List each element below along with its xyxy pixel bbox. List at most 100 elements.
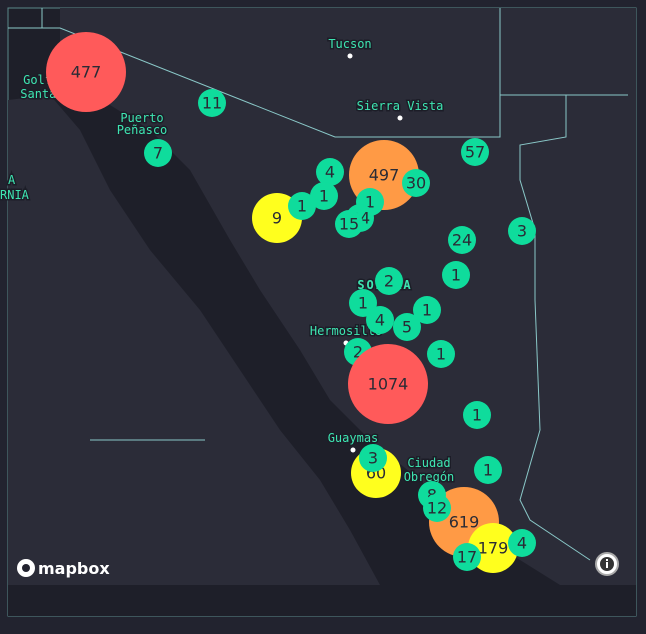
land [60, 8, 636, 585]
cluster-circle [474, 456, 502, 484]
cluster-count: 9 [272, 209, 282, 228]
cluster-count: 1 [358, 294, 368, 313]
cluster[interactable]: 1 [310, 182, 338, 210]
cluster[interactable]: 11 [198, 89, 226, 117]
cluster[interactable]: 4 [366, 306, 394, 334]
cluster-count: 1 [451, 266, 461, 285]
cluster-circle [508, 529, 536, 557]
cluster-count: 619 [449, 513, 480, 532]
logo-text: mapbox [38, 559, 110, 578]
place-dot [350, 447, 356, 453]
cluster-circle [423, 494, 451, 522]
cluster[interactable]: 1 [442, 261, 470, 289]
cluster[interactable]: 17 [453, 543, 481, 571]
cluster[interactable]: 2 [375, 267, 403, 295]
cluster[interactable]: 30 [402, 169, 430, 197]
cluster-circle [359, 444, 387, 472]
cluster[interactable]: 57 [461, 138, 489, 166]
place-label: Sierra Vista [357, 99, 444, 113]
place-label: Puerto [120, 111, 163, 125]
cluster-circle [448, 226, 476, 254]
cluster[interactable]: 1 [474, 456, 502, 484]
cluster-circle [310, 182, 338, 210]
cluster-circle [463, 401, 491, 429]
cluster-circle [316, 158, 344, 186]
cluster-circle [413, 296, 441, 324]
cluster-count: 1 [483, 461, 493, 480]
cluster[interactable]: 3 [508, 217, 536, 245]
cluster[interactable]: 3 [359, 444, 387, 472]
cluster-count: 11 [202, 94, 222, 113]
cluster-count: 1 [472, 406, 482, 425]
cluster[interactable]: 7 [144, 139, 172, 167]
cluster-circle [366, 306, 394, 334]
cluster-circle [508, 217, 536, 245]
cluster-count: 1 [436, 345, 446, 364]
cluster-circle [402, 169, 430, 197]
cluster[interactable]: 1 [427, 340, 455, 368]
cluster[interactable]: 1 [413, 296, 441, 324]
cluster[interactable]: 15 [335, 210, 363, 238]
cluster-count: 1 [422, 301, 432, 320]
cluster-count: 2 [384, 272, 394, 291]
place-label: RNIA [0, 188, 30, 202]
cluster-count: 5 [402, 318, 412, 337]
cluster[interactable]: 24 [448, 226, 476, 254]
cluster-count: 1074 [368, 375, 409, 394]
cluster[interactable]: 5 [393, 313, 421, 341]
cluster-count: 4 [375, 311, 385, 330]
place-label: Obregón [404, 470, 455, 484]
cluster-count: 7 [153, 144, 163, 163]
cluster-count: 4 [517, 534, 527, 553]
cluster[interactable]: 1 [463, 401, 491, 429]
cluster-circle [461, 138, 489, 166]
logo-icon [22, 564, 30, 572]
cluster[interactable]: 1074 [348, 344, 428, 424]
cluster-circle [144, 139, 172, 167]
cluster-circle [348, 344, 428, 424]
cluster-circle [288, 192, 316, 220]
cluster-circle [46, 32, 126, 112]
place-label: Ciudad [407, 456, 450, 470]
cluster-count: 4 [325, 163, 335, 182]
place-label: Peñasco [117, 123, 168, 137]
cluster[interactable]: 12 [423, 494, 451, 522]
border [8, 27, 591, 561]
place-label: Hermosillo [310, 324, 382, 338]
cluster[interactable]: 477 [46, 32, 126, 112]
cluster-count: 12 [427, 499, 447, 518]
cluster-circle [198, 89, 226, 117]
cluster-count: 179 [478, 539, 509, 558]
cluster-count: 2 [353, 343, 363, 362]
info-button[interactable] [595, 552, 619, 576]
water [8, 585, 636, 616]
mapbox-logo[interactable]: mapbox [17, 559, 110, 578]
cluster-count: 497 [369, 166, 400, 185]
place-dot [347, 53, 353, 59]
cluster-circle [442, 261, 470, 289]
cluster-circle [427, 340, 455, 368]
cluster-circle [453, 543, 481, 571]
place-label: A [8, 173, 16, 187]
cluster-count: 17 [457, 548, 477, 567]
place-label: Tucson [328, 37, 371, 51]
cluster[interactable]: 1 [288, 192, 316, 220]
place-dot [397, 115, 403, 121]
cluster-count: 477 [71, 63, 102, 82]
cluster[interactable]: 1 [349, 289, 377, 317]
cluster-count: 57 [465, 143, 485, 162]
cluster-count: 1 [365, 193, 375, 212]
cluster-count: 3 [517, 222, 527, 241]
land [8, 95, 380, 585]
cluster[interactable]: 4 [508, 529, 536, 557]
cluster-count: 15 [339, 215, 359, 234]
cluster-count: 1 [297, 197, 307, 216]
cluster[interactable]: 4 [316, 158, 344, 186]
cluster-circle [393, 313, 421, 341]
cluster-count: 3 [368, 449, 378, 468]
info-icon [606, 559, 608, 561]
cluster-circle [375, 267, 403, 295]
cluster-circle [335, 210, 363, 238]
info-icon [606, 562, 608, 568]
